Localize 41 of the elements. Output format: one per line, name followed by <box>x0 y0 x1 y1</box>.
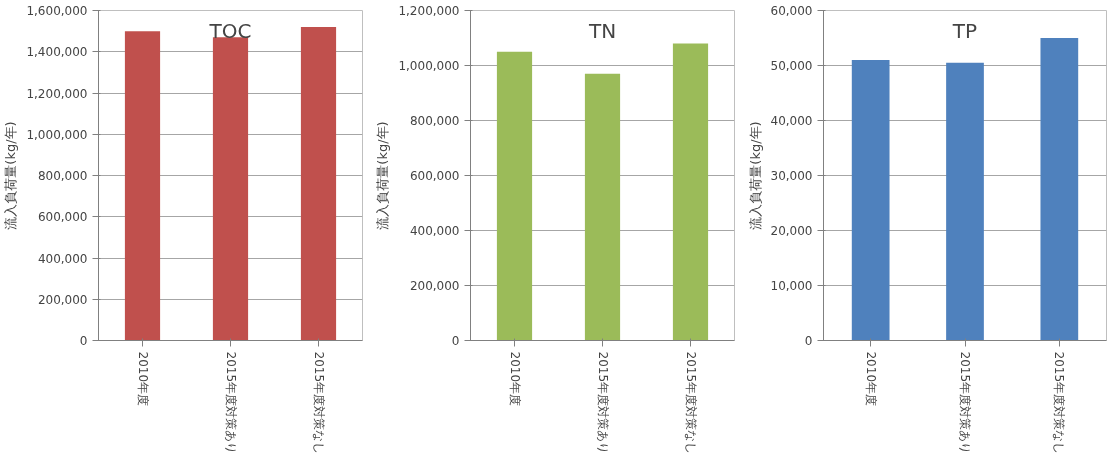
y-tick-label: 50,000 <box>770 59 813 73</box>
y-axis-title: 流入負荷量(kg/年) <box>3 121 19 230</box>
bar <box>672 43 709 341</box>
bar <box>584 73 621 341</box>
y-tick-label: 400,000 <box>37 251 88 266</box>
x-tick-label: 2015年度対策あり <box>595 351 610 455</box>
y-tick-label: 1,000,000 <box>26 127 88 142</box>
x-tick-label: 2010年度 <box>507 351 522 407</box>
y-tick-label: 1,400,000 <box>26 45 88 60</box>
y-tick-label: 1,200,000 <box>26 86 88 101</box>
y-tick-label: 1,200,000 <box>398 4 460 18</box>
y-tick-label: 200,000 <box>409 279 460 293</box>
y-tick-label: 20,000 <box>770 224 813 238</box>
y-tick-label: 60,000 <box>770 4 813 18</box>
y-tick-label: 0 <box>79 334 88 348</box>
chart-title: TN <box>587 18 617 43</box>
x-tick-label: 2015年度対策なし <box>1052 351 1067 455</box>
y-tick-label: 30,000 <box>770 169 813 183</box>
x-tick-label: 2015年度対策なし <box>683 351 698 455</box>
x-tick-label: 2015年度対策あり <box>958 351 972 455</box>
bar <box>496 51 533 341</box>
y-tick-label: 800,000 <box>37 169 88 183</box>
y-tick-label: 800,000 <box>409 114 460 128</box>
y-tick-label: 200,000 <box>37 292 88 307</box>
y-tick-label: 0 <box>451 334 460 348</box>
y-tick-label: 600,000 <box>37 210 88 225</box>
x-tick-label: 2010年度 <box>135 351 150 407</box>
y-axis-title: 流入負荷量(kg/年) <box>375 121 391 230</box>
y-tick-label: 0 <box>804 334 813 348</box>
y-tick-label: 600,000 <box>409 169 460 183</box>
chart-title: TP <box>951 18 978 43</box>
chart-title: TOC <box>208 18 252 43</box>
y-tick-label: 10,000 <box>770 279 813 293</box>
y-tick-label: 1,600,000 <box>26 4 88 18</box>
y-tick-label: 1,000,000 <box>398 59 460 73</box>
x-tick-label: 2010年度 <box>863 351 878 407</box>
x-tick-label: 2015年度対策なし <box>311 351 326 455</box>
x-tick-label: 2015年度対策あり <box>223 351 238 455</box>
y-tick-label: 40,000 <box>770 114 813 128</box>
y-tick-label: 400,000 <box>409 224 460 238</box>
y-axis-title: 流入負荷量(kg/年) <box>747 121 763 230</box>
